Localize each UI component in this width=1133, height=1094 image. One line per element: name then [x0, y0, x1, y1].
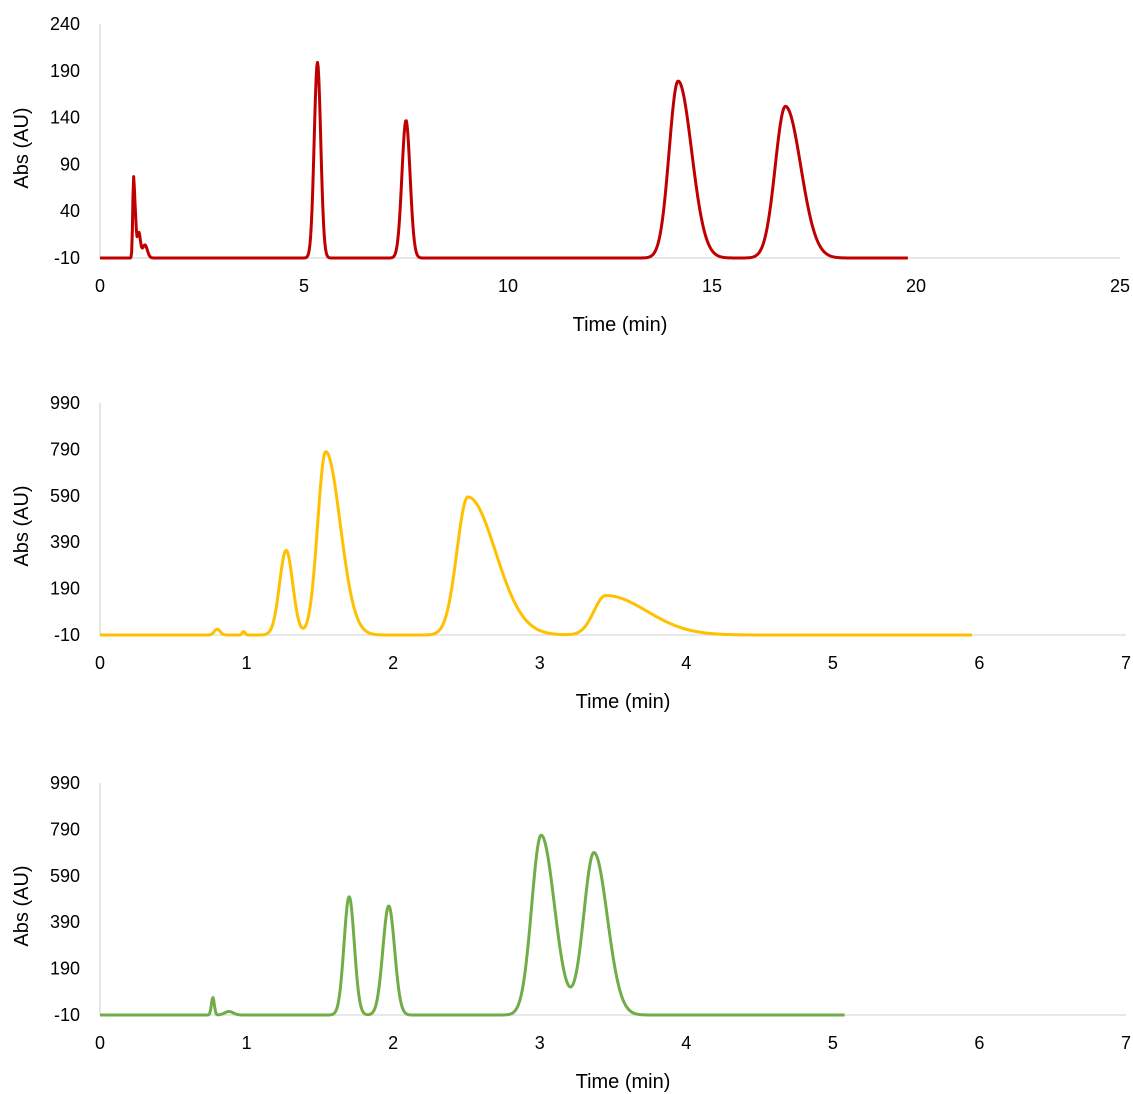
x-axis-title: Time (min) — [573, 314, 668, 336]
x-tick-label: 5 — [828, 1033, 838, 1053]
y-tick-label: 190 — [50, 61, 80, 81]
y-tick-label: 390 — [50, 912, 80, 932]
series-line — [99, 450, 973, 637]
x-tick-label: 5 — [828, 653, 838, 673]
x-tick-label: 7 — [1121, 653, 1131, 673]
y-axis-title: Abs (AU) — [11, 865, 33, 946]
x-tick-label: 2 — [388, 653, 398, 673]
x-tick-label: 15 — [702, 276, 722, 296]
y-tick-label: 990 — [50, 393, 80, 413]
y-axis-title: Abs (AU) — [11, 107, 33, 188]
x-tick-label: 10 — [498, 276, 518, 296]
x-tick-label: 5 — [299, 276, 309, 296]
y-tick-label: 140 — [50, 108, 80, 128]
chart-1: -10 40 90 140 190 240 0 5 10 15 20 25 Time (min) Abs … — [11, 14, 1130, 336]
y-tick-label: 190 — [50, 579, 80, 599]
y-tick-label: 390 — [50, 532, 80, 552]
y-tick-label: 90 — [60, 154, 80, 174]
x-tick-label: 6 — [974, 653, 984, 673]
y-tick-label: 40 — [60, 201, 80, 221]
y-tick-label: 240 — [50, 14, 80, 34]
x-tick-label: 3 — [535, 653, 545, 673]
x-tick-label: 4 — [681, 1033, 691, 1053]
x-tick-label: 0 — [95, 276, 105, 296]
y-tick-label: 590 — [50, 486, 80, 506]
x-tick-label: 1 — [242, 653, 252, 673]
x-tick-label: 0 — [95, 653, 105, 673]
x-tick-label: 2 — [388, 1033, 398, 1053]
y-tick-label: 190 — [50, 959, 80, 979]
x-tick-label: 4 — [681, 653, 691, 673]
x-tick-label: 25 — [1110, 276, 1130, 296]
y-tick-label: 790 — [50, 439, 80, 459]
series-line — [99, 60, 909, 260]
x-axis-title: Time (min) — [576, 691, 671, 713]
y-axis-title: Abs (AU) — [11, 485, 33, 566]
y-tick-label: 790 — [50, 819, 80, 839]
series-line — [99, 833, 846, 1017]
chart-2: -10 190 390 590 790 990 0 1 2 3 4 5 6 7 Time (min) Abs … — [11, 393, 1131, 713]
chart-3: -10 190 390 590 790 990 0 1 2 3 4 5 6 7 Time (min) Abs … — [11, 773, 1131, 1093]
y-tick-label: -10 — [54, 625, 80, 645]
y-tick-label: 590 — [50, 866, 80, 886]
x-tick-label: 1 — [242, 1033, 252, 1053]
y-tick-label: 990 — [50, 773, 80, 793]
x-tick-label: 3 — [535, 1033, 545, 1053]
y-tick-label: -10 — [54, 1005, 80, 1025]
x-tick-label: 0 — [95, 1033, 105, 1053]
x-axis-title: Time (min) — [576, 1071, 671, 1093]
x-tick-label: 20 — [906, 276, 926, 296]
x-tick-label: 7 — [1121, 1033, 1131, 1053]
y-tick-label: -10 — [54, 248, 80, 268]
x-tick-label: 6 — [974, 1033, 984, 1053]
